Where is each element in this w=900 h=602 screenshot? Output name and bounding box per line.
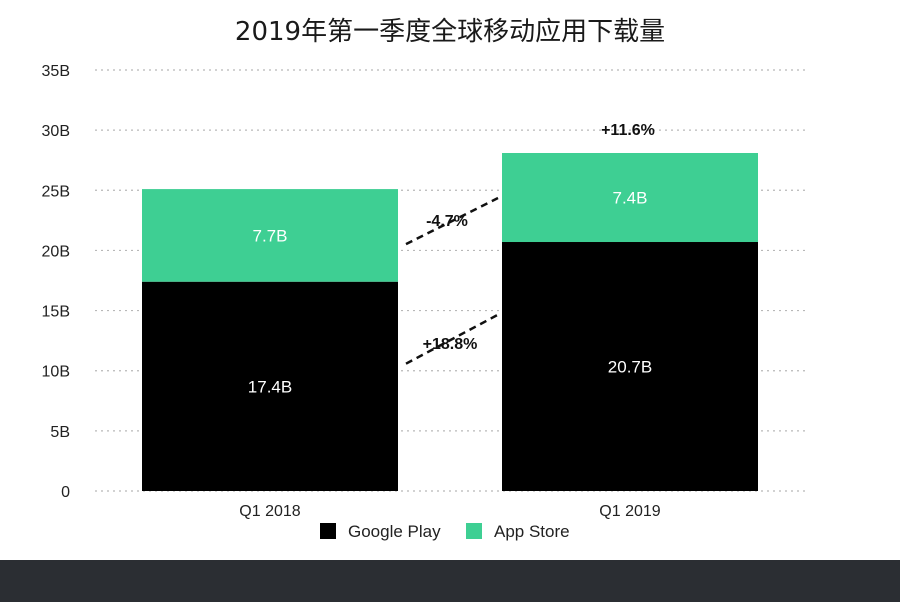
footer-bar bbox=[0, 560, 900, 602]
y-tick-label: 20B bbox=[42, 243, 70, 260]
data-label: 20.7B bbox=[608, 358, 652, 377]
data-label: 7.7B bbox=[253, 226, 288, 245]
data-label: 7.4B bbox=[613, 189, 648, 208]
connector-app-store bbox=[405, 196, 499, 246]
chart: 2019年第一季度全球移动应用下载量 0 5B 10B 15B 20B 25B 30B 35B… bbox=[42, 17, 805, 541]
annotation-total-change: +11.6% bbox=[601, 122, 655, 139]
y-tick-label: 0 bbox=[61, 484, 70, 501]
connector-google-play bbox=[405, 313, 499, 365]
grid bbox=[95, 69, 805, 492]
annotation-app-store-change: -4.7% bbox=[426, 213, 468, 230]
chart-title: 2019年第一季度全球移动应用下载量 bbox=[235, 17, 665, 47]
legend-swatch bbox=[320, 523, 336, 539]
legend-label: App Store bbox=[494, 522, 570, 541]
bar-google-play bbox=[142, 281, 398, 491]
x-axis: Q1 2018 Q1 2019 bbox=[239, 503, 660, 520]
data-label: 17.4B bbox=[248, 377, 292, 396]
bar-app-store bbox=[502, 152, 758, 243]
y-axis: 0 5B 10B 15B 20B 25B 30B 35B bbox=[42, 63, 71, 501]
x-tick-label: Q1 2018 bbox=[239, 503, 300, 520]
bar-app-store bbox=[142, 189, 398, 282]
y-tick-label: 10B bbox=[42, 364, 70, 381]
y-tick-label: 25B bbox=[42, 183, 70, 200]
change-connectors bbox=[405, 196, 499, 365]
annotation-google-play-change: +18.8% bbox=[423, 336, 478, 353]
bar-google-play bbox=[502, 242, 758, 491]
y-tick-label: 5B bbox=[50, 424, 70, 441]
segment-labels: 17.4B 7.7B 20.7B 7.4B bbox=[248, 189, 652, 397]
y-tick-label: 35B bbox=[42, 63, 70, 80]
bars bbox=[142, 152, 758, 491]
legend: Google Play App Store bbox=[320, 522, 570, 541]
legend-label: Google Play bbox=[348, 522, 441, 541]
y-tick-label: 15B bbox=[42, 304, 70, 321]
x-tick-label: Q1 2019 bbox=[599, 503, 660, 520]
y-tick-label: 30B bbox=[42, 123, 70, 140]
legend-swatch bbox=[466, 523, 482, 539]
